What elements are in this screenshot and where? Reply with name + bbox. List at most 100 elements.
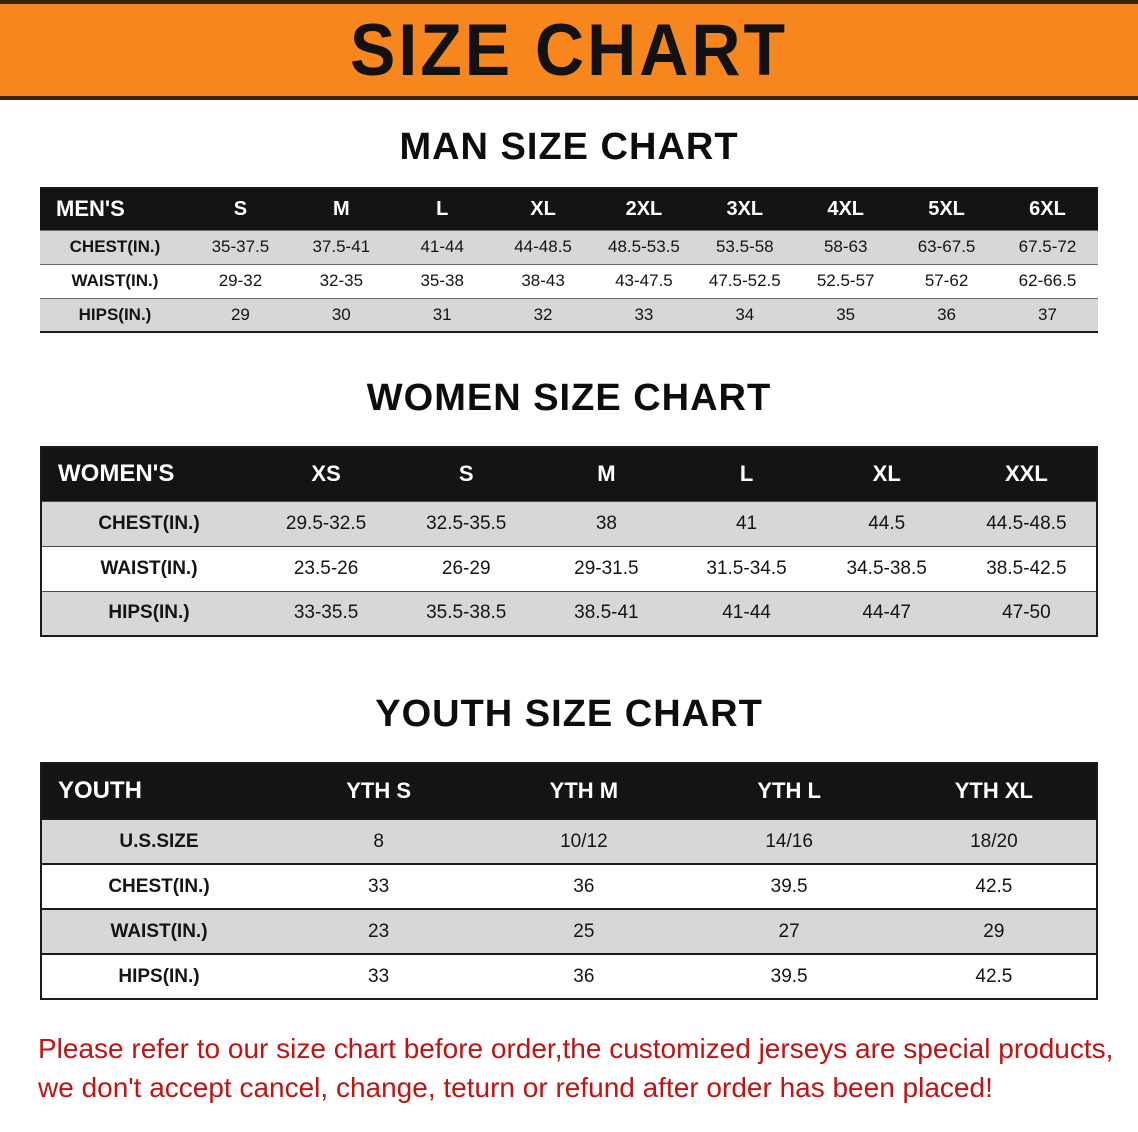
men-section-title: MAN SIZE CHART [399,126,739,168]
table-row: HIPS(IN.) 33-35.5 35.5-38.5 38.5-41 41-44 44-… [41,591,1097,636]
size-column-header: 6XL [997,188,1098,230]
size-value: 47.5-52.5 [708,271,781,290]
size-column-header: XXL [956,447,1097,501]
size-value: 44.5 [868,512,906,534]
size-value: 25 [573,920,595,942]
men-size-section: MAN SIZE CHART MEN'S S M L XL 2XL 3XL 4XL 5XL 6XL… [0,126,1138,333]
table-title-cell: MEN'S [40,188,190,230]
size-value: 38.5-42.5 [986,557,1067,579]
table-title-cell: WOMEN'S [41,447,256,501]
size-column-header: YTH XL [891,763,1097,819]
size-value: 58-63 [823,237,868,256]
size-value: 37.5-41 [312,237,371,256]
size-value: 23 [368,920,390,942]
row-label: CHEST(IN.) [108,875,210,897]
size-column-header: 4XL [795,188,897,230]
size-value: 53.5-58 [715,237,774,256]
size-value: 29 [230,304,250,324]
size-value: 57-62 [924,271,969,290]
size-value: 10/12 [560,830,608,852]
size-value: 36 [573,965,595,987]
table-row: WAIST(IN.) 23.5-26 26-29 29-31.5 31.5-34.5 34… [41,546,1097,591]
size-column-header: 5XL [896,188,997,230]
table-row: CHEST(IN.) 35-37.5 37.5-41 41-44 44-48.5 48.5… [40,230,1098,264]
size-value: 35 [836,304,856,324]
size-column-header: YTH L [686,763,892,819]
size-value: 39.5 [770,875,808,897]
table-row: WAIST(IN.) 29-32 32-35 35-38 38-43 43-47.5 47.… [40,264,1098,298]
size-column-header: M [536,447,677,501]
size-value: 44-47 [862,602,911,624]
size-value: 43-47.5 [615,271,673,290]
table-header-row: YOUTH YTH S YTH M YTH L YTH XL [41,763,1097,819]
size-column-header: XS [256,447,397,501]
size-column-header: S [190,188,291,230]
size-charts: MAN SIZE CHART MEN'S S M L XL 2XL 3XL 4XL 5XL 6XL… [0,126,1138,1000]
size-column-header: S [396,447,537,501]
size-value: 31 [432,304,452,324]
size-value: 31.5-34.5 [706,557,787,579]
women-section-title: WOMEN SIZE CHART [366,377,772,419]
size-value: 35-38 [420,271,464,290]
notice-line-1: Please refer to our size chart before or… [38,1033,1114,1064]
row-label: WAIST(IN.) [100,557,198,579]
size-value: 34 [735,304,755,324]
table-row: HIPS(IN.) 29 30 31 32 33 34 35 36 37 [40,298,1098,332]
size-value: 33 [368,875,390,897]
size-value: 26-29 [441,557,491,579]
size-value: 33 [634,304,654,324]
size-value: 41-44 [420,237,464,256]
size-value: 33-35.5 [293,602,359,624]
size-column-header: L [391,188,493,230]
size-value: 27 [778,920,800,942]
size-value: 32.5-35.5 [426,512,507,534]
table-title-cell: YOUTH [41,763,276,819]
youth-section-title: YOUTH SIZE CHART [375,693,763,735]
notice-line-2: we don't accept cancel, change, teturn o… [38,1071,993,1103]
size-value: 8 [373,830,384,852]
size-column-header: XL [492,188,594,230]
size-value: 41-44 [722,602,771,624]
size-value: 35.5-38.5 [426,602,507,624]
size-value: 32 [533,304,553,324]
row-label: HIPS(IN.) [118,965,200,987]
size-value: 37 [1038,304,1057,324]
table-row: CHEST(IN.) 33 36 39.5 42.5 [41,864,1097,909]
size-value: 42.5 [975,875,1013,897]
table-header-row: WOMEN'S XS S M L XL XXL [41,447,1097,501]
youth-size-section: YOUTH SIZE CHART YOUTH YTH S YTH M YTH L YTH… [0,693,1138,1000]
size-value: 23.5-26 [293,557,359,579]
size-value: 34.5-38.5 [846,557,927,579]
size-value: 29 [983,920,1005,942]
row-label: CHEST(IN.) [69,237,161,256]
size-value: 32-35 [319,271,364,290]
size-value: 29-31.5 [574,557,639,579]
size-value: 38.5-41 [574,602,639,624]
size-column-header: M [290,188,392,230]
size-value: 52.5-57 [816,271,875,290]
men-size-table: MEN'S S M L XL 2XL 3XL 4XL 5XL 6XL CHEST(IN.) 35-37… [40,187,1098,333]
size-value: 29-32 [218,271,263,290]
table-row: HIPS(IN.) 33 36 39.5 42.5 [41,954,1097,999]
size-value: 14/16 [765,830,813,852]
row-label: HIPS(IN.) [108,602,190,624]
size-value: 47-50 [1002,602,1051,624]
table-row: U.S.SIZE 8 10/12 14/16 18/20 [41,819,1097,864]
row-label: WAIST(IN.) [71,271,159,290]
table-header-row: MEN'S S M L XL 2XL 3XL 4XL 5XL 6XL [40,188,1098,230]
size-value: 44.5-48.5 [986,512,1067,534]
size-value: 29.5-32.5 [285,512,367,534]
size-value: 44-48.5 [514,237,572,256]
page-title: SIZE CHART [350,8,788,92]
size-value: 35-37.5 [211,237,270,256]
size-value: 18/20 [970,830,1018,852]
order-notice: Please refer to our size chart before or… [0,1030,1138,1107]
size-value: 67.5-72 [1018,237,1077,256]
size-column-header: 2XL [593,188,695,230]
size-column-header: L [676,447,817,501]
size-value: 39.5 [770,965,808,987]
table-row: WAIST(IN.) 23 25 27 29 [41,909,1097,954]
size-value: 36 [573,875,595,897]
banner: SIZE CHART [0,0,1138,100]
size-value: 62-66.5 [1018,271,1077,290]
